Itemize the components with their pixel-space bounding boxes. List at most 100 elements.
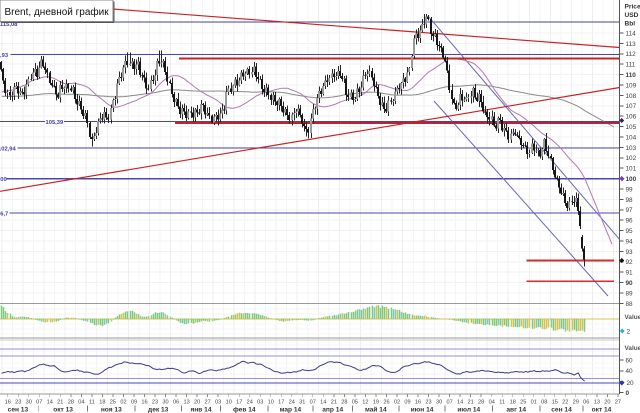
svg-text:16: 16 (415, 399, 421, 405)
svg-text:01: 01 (531, 399, 537, 405)
svg-text:20: 20 (604, 399, 610, 405)
svg-text:100: 100 (626, 176, 637, 183)
svg-text:USD: USD (625, 12, 639, 19)
svg-text:14: 14 (320, 399, 326, 405)
svg-text:105,39: 105,39 (46, 120, 65, 126)
svg-text:104: 104 (626, 134, 637, 141)
svg-text:31: 31 (299, 399, 305, 405)
svg-text:90: 90 (626, 280, 634, 287)
svg-text:21: 21 (57, 399, 63, 405)
svg-text:108: 108 (626, 93, 637, 100)
svg-text:107: 107 (626, 103, 637, 110)
svg-text:окт 14: окт 14 (592, 406, 612, 413)
svg-text:105: 105 (626, 124, 637, 131)
svg-text:02: 02 (120, 399, 126, 405)
svg-text:95: 95 (626, 228, 634, 235)
svg-text:09: 09 (404, 399, 410, 405)
svg-text:12: 12 (362, 399, 368, 405)
svg-text:30: 30 (436, 399, 442, 405)
svg-text:авг 14: авг 14 (506, 406, 526, 413)
svg-text:19: 19 (373, 399, 379, 405)
svg-text:Value: Value (625, 345, 640, 352)
svg-text:91: 91 (626, 270, 634, 277)
svg-text:23: 23 (15, 399, 21, 405)
svg-text:102: 102 (626, 155, 637, 162)
svg-text:99: 99 (626, 186, 634, 193)
svg-text:ноя 13: ноя 13 (101, 406, 122, 413)
svg-text:07: 07 (36, 399, 42, 405)
svg-text:115,08: 115,08 (0, 22, 18, 28)
svg-text:29: 29 (573, 399, 579, 405)
svg-text:июл 14: июл 14 (457, 406, 480, 413)
svg-text:23: 23 (152, 399, 158, 405)
svg-text:окт 13: окт 13 (53, 406, 73, 413)
svg-text:101: 101 (626, 166, 637, 173)
svg-text:16: 16 (5, 399, 11, 405)
svg-text:23: 23 (425, 399, 431, 405)
svg-text:114: 114 (626, 30, 637, 37)
svg-text:мар 14: мар 14 (280, 406, 302, 413)
svg-text:30: 30 (162, 399, 168, 405)
svg-text:28: 28 (478, 399, 484, 405)
svg-text:04: 04 (78, 399, 84, 405)
svg-text:113: 113 (626, 41, 637, 48)
svg-text:Brent, дневной график: Brent, дневной график (5, 6, 110, 18)
svg-text:16: 16 (141, 399, 147, 405)
svg-text:20: 20 (194, 399, 200, 405)
svg-text:03: 03 (257, 399, 263, 405)
svg-text:25: 25 (110, 399, 116, 405)
svg-text:апр 14: апр 14 (322, 406, 343, 413)
svg-text:18: 18 (510, 399, 516, 405)
svg-text:06: 06 (583, 399, 589, 405)
svg-text:103: 103 (626, 145, 637, 152)
svg-text:88: 88 (626, 301, 634, 308)
svg-text:111,93: 111,93 (0, 53, 9, 59)
svg-text:Price: Price (625, 4, 640, 11)
svg-text:10: 10 (268, 399, 274, 405)
svg-text:28: 28 (68, 399, 74, 405)
svg-text:07: 07 (310, 399, 316, 405)
svg-text:21: 21 (331, 399, 337, 405)
svg-text:11: 11 (499, 399, 505, 405)
svg-text:13: 13 (183, 399, 189, 405)
svg-text:111: 111 (626, 62, 636, 69)
svg-text:106: 106 (626, 114, 637, 121)
svg-text:112: 112 (626, 51, 637, 58)
svg-text:27: 27 (615, 399, 621, 405)
svg-text:28: 28 (341, 399, 347, 405)
svg-text:14: 14 (457, 399, 463, 405)
svg-text:03: 03 (215, 399, 221, 405)
svg-text:15: 15 (552, 399, 558, 405)
svg-text:дек 13: дек 13 (148, 406, 169, 413)
svg-text:07: 07 (446, 399, 452, 405)
svg-text:60: 60 (626, 357, 634, 364)
svg-text:22: 22 (562, 399, 568, 405)
svg-text:94: 94 (626, 238, 634, 245)
svg-text:93: 93 (626, 249, 634, 256)
svg-text:11: 11 (89, 399, 95, 405)
svg-text:27: 27 (204, 399, 210, 405)
svg-text:24: 24 (247, 399, 253, 405)
svg-text:Bbl: Bbl (625, 21, 636, 28)
svg-text:26: 26 (383, 399, 389, 405)
svg-text:21: 21 (467, 399, 473, 405)
svg-text:96: 96 (626, 218, 634, 225)
svg-text:17: 17 (278, 399, 284, 405)
svg-text:06: 06 (173, 399, 179, 405)
svg-text:110: 110 (626, 72, 637, 79)
svg-text:08: 08 (541, 399, 547, 405)
svg-text:96,7: 96,7 (0, 211, 8, 217)
svg-text:10: 10 (226, 399, 232, 405)
svg-text:фев 14: фев 14 (233, 406, 256, 413)
svg-text:98: 98 (626, 197, 634, 204)
svg-text:97: 97 (626, 207, 634, 214)
svg-text:05: 05 (352, 399, 358, 405)
svg-text:102,94: 102,94 (0, 147, 17, 153)
svg-text:02: 02 (394, 399, 400, 405)
svg-text:92: 92 (626, 259, 634, 266)
svg-text:янв 14: янв 14 (190, 406, 211, 413)
svg-text:04: 04 (489, 399, 495, 405)
svg-text:20: 20 (627, 380, 635, 387)
svg-text:май 14: май 14 (365, 405, 387, 413)
svg-text:100: 100 (0, 177, 7, 183)
